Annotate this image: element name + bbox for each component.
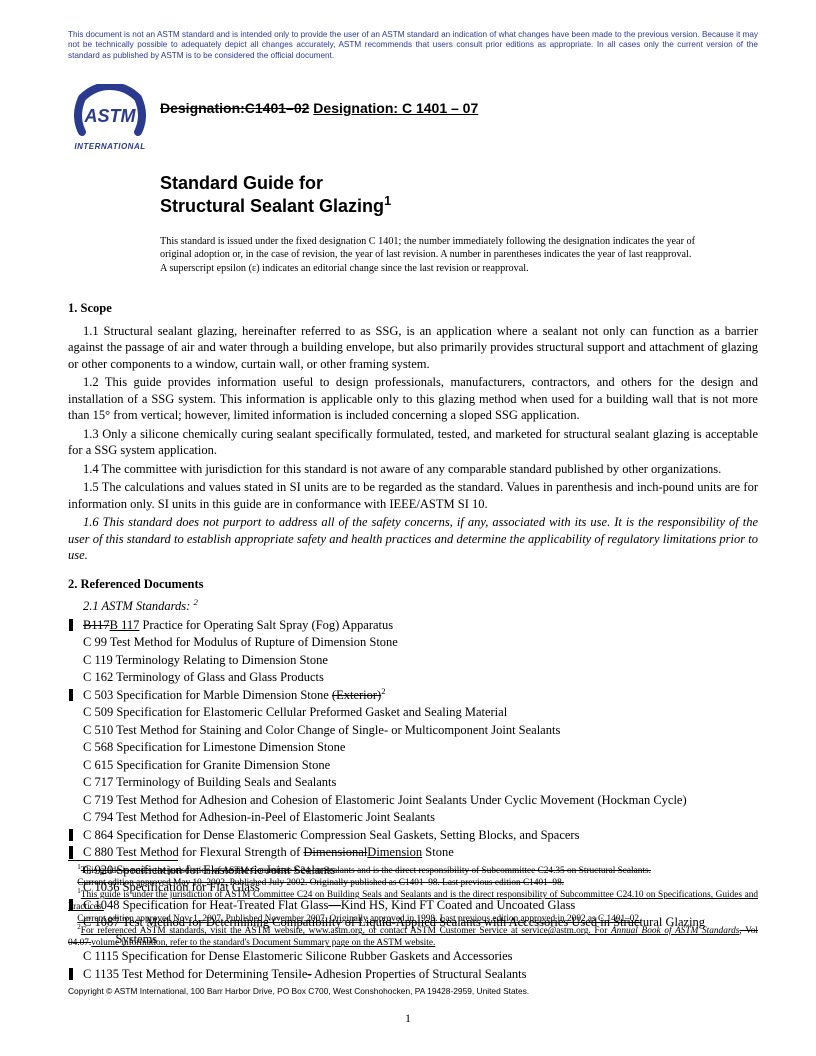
scope-1-1: 1.1 Structural sealant glazing, hereinaf…	[68, 323, 758, 373]
ref-c864: C 864 Specification for Dense Elastomeri…	[83, 827, 758, 844]
issuance-note: This standard is issued under the fixed …	[160, 235, 700, 275]
ref-c1115: C 1115 Specification for Dense Elastomer…	[83, 948, 758, 965]
footnote-1-new-a: 1This guide is under the jurisdiction of…	[68, 889, 758, 913]
footnote-1-old-b: Current edition approved May 10, 2002. P…	[68, 877, 758, 889]
designation-line: Designation:C1401–02 Designation: C 1401…	[160, 100, 478, 116]
footnotes: 1This guide is under the jurisdiction of…	[68, 860, 758, 950]
footnote-2: 2For referenced ASTM standards, visit th…	[68, 925, 758, 949]
ref-c615: C 615 Specification for Granite Dimensio…	[83, 757, 758, 774]
scope-1-2: 1.2 This guide provides information usef…	[68, 374, 758, 424]
refs-heading: 2. Referenced Documents	[68, 576, 758, 593]
ref-c119: C 119 Terminology Relating to Dimension …	[83, 652, 758, 669]
scope-1-4: 1.4 The committee with jurisdiction for …	[68, 461, 758, 478]
page-number: 1	[0, 1011, 816, 1026]
svg-text:ASTM: ASTM	[84, 106, 137, 126]
title-block: Standard Guide for Structural Sealant Gl…	[160, 172, 758, 275]
logo-subtext: INTERNATIONAL	[68, 142, 152, 151]
copyright-line: Copyright © ASTM International, 100 Barr…	[68, 986, 758, 996]
footnote-1-old-a: 1This guide is under the jurisdiction of…	[68, 865, 758, 877]
ref-c719: C 719 Test Method for Adhesion and Cohes…	[83, 792, 758, 809]
ref-c880: C 880 Test Method for Flexural Strength …	[83, 844, 758, 861]
ref-c162: C 162 Terminology of Glass and Glass Pro…	[83, 669, 758, 686]
scope-1-6: 1.6 This standard does not purport to ad…	[68, 514, 758, 564]
ref-c1135: C 1135 Test Method for Determining Tensi…	[83, 966, 758, 983]
astm-logo: ASTM INTERNATIONAL	[68, 84, 152, 151]
footnote-1-new-b: Current edition approved Nov. 1, 2007. P…	[68, 913, 758, 925]
new-designation: Designation: C 1401 – 07	[313, 100, 478, 116]
ref-c503: C 503 Specification for Marble Dimension…	[83, 687, 758, 704]
ref-c510: C 510 Test Method for Staining and Color…	[83, 722, 758, 739]
disclaimer-notice: This document is not an ASTM standard an…	[68, 30, 758, 61]
ref-c794: C 794 Test Method for Adhesion-in-Peel o…	[83, 809, 758, 826]
scope-heading: 1. Scope	[68, 300, 758, 317]
ref-c99: C 99 Test Method for Modulus of Rupture …	[83, 634, 758, 651]
ref-c568: C 568 Specification for Limestone Dimens…	[83, 739, 758, 756]
refs-subheading: 2.1 ASTM Standards: 2	[68, 598, 758, 615]
ref-c509: C 509 Specification for Elastomeric Cell…	[83, 704, 758, 721]
ref-c717: C 717 Terminology of Building Seals and …	[83, 774, 758, 791]
ref-b117: B117B 117 Practice for Operating Salt Sp…	[83, 617, 758, 634]
scope-1-3: 1.3 Only a silicone chemically curing se…	[68, 426, 758, 459]
scope-1-5: 1.5 The calculations and values stated i…	[68, 479, 758, 512]
old-designation: Designation:C1401–02	[160, 100, 309, 116]
document-title: Standard Guide for Structural Sealant Gl…	[160, 172, 758, 217]
